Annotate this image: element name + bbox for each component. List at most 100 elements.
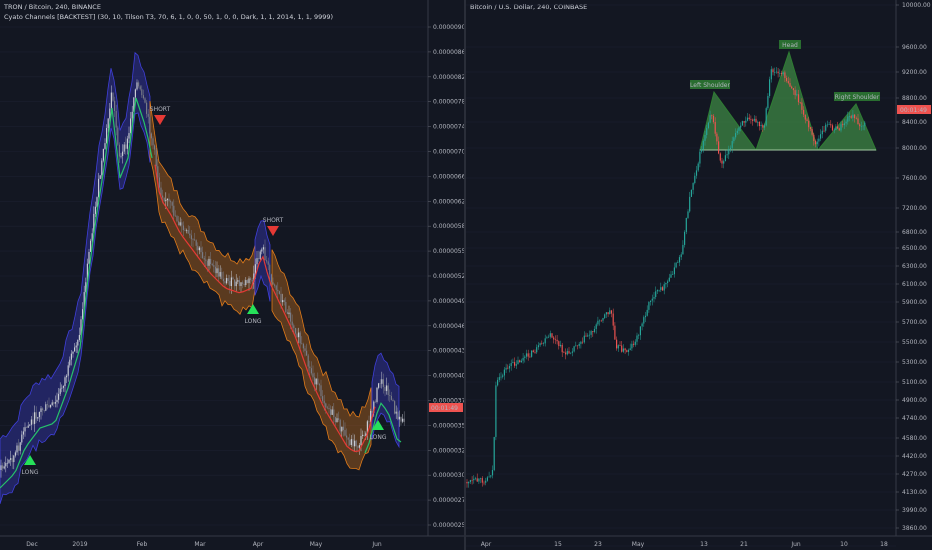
candle-body	[221, 272, 223, 279]
candle-body	[10, 458, 12, 460]
candle-body	[512, 362, 514, 364]
candle-body	[859, 124, 861, 127]
right-shoulder-label-bg	[834, 92, 880, 101]
candle-body	[285, 302, 287, 312]
candle-body	[206, 260, 208, 266]
candle-body	[728, 148, 730, 155]
candle-body	[240, 282, 242, 286]
candle-body	[318, 384, 320, 386]
long-signal-marker[interactable]	[372, 420, 384, 430]
candle-body	[565, 352, 567, 355]
pane-divider[interactable]	[464, 0, 466, 550]
candle-body	[624, 348, 626, 351]
candle-body	[290, 312, 292, 322]
candle-body	[779, 73, 781, 74]
time-axis-label: Jun	[371, 541, 382, 548]
left-shoulder-label: Left Shoulder	[690, 82, 730, 89]
candle-body	[741, 121, 743, 126]
candle-body	[548, 336, 550, 338]
candle-body	[763, 125, 766, 128]
candle-body	[775, 71, 777, 73]
candle-body	[573, 346, 575, 352]
price-axis-label: 4900.00	[902, 397, 927, 404]
right-chart-pane[interactable]: Bitcoin / U.S. Dollar, 240, COINBASE 100…	[466, 0, 932, 550]
right-shoulder-shape[interactable]	[816, 103, 877, 151]
candle-body	[656, 290, 658, 292]
candle-body	[24, 427, 26, 432]
candle-body	[835, 126, 837, 130]
candle-body	[341, 426, 343, 432]
candle-body	[559, 344, 562, 347]
candle-body	[186, 229, 188, 231]
candle-body	[490, 475, 492, 477]
candle-body	[282, 300, 284, 303]
candle-body	[673, 267, 675, 275]
price-axis-label: 7600.00	[902, 175, 927, 182]
candle-body	[352, 439, 354, 447]
left-indicator-title[interactable]: Cyato Channels [BACKTEST] (30, 10, Tilso…	[4, 13, 334, 21]
time-axis-label: Dec	[26, 541, 38, 548]
candle-body	[29, 424, 31, 426]
candle-body	[378, 383, 380, 388]
candle-body	[838, 128, 840, 131]
candle-body	[245, 280, 247, 286]
candle-body	[42, 408, 44, 411]
candle-body	[522, 357, 524, 361]
candle-body	[525, 353, 528, 357]
short-signal-marker[interactable]	[267, 226, 279, 236]
candle-body	[469, 480, 471, 482]
candle-body	[614, 325, 616, 340]
candle-body	[128, 133, 130, 139]
candle-body	[554, 339, 556, 341]
candle-body	[211, 264, 213, 266]
candle-body	[274, 284, 276, 286]
candle-body	[704, 135, 706, 141]
candle-body	[96, 197, 98, 207]
candle-body	[605, 312, 607, 315]
candle-body	[661, 287, 664, 291]
candle-body	[542, 343, 545, 344]
candle-body	[536, 347, 538, 353]
candle-body	[110, 92, 112, 109]
candle-body	[502, 375, 504, 377]
candle-body	[61, 387, 63, 389]
candle-body	[296, 333, 298, 338]
candle-body	[534, 352, 536, 353]
t3-line-red	[154, 164, 376, 453]
candle-body	[286, 311, 288, 315]
long-signal-marker[interactable]	[24, 455, 36, 465]
candle-body	[58, 393, 60, 400]
candle-body	[168, 198, 170, 202]
long-signal-label: LONG	[22, 469, 39, 476]
candle-body	[314, 377, 316, 385]
short-signal-marker[interactable]	[154, 115, 166, 125]
candle-body	[740, 125, 742, 128]
right-price-chart[interactable]: 10000.00 9600.00 9200.00 8800.00 8400.00 8000…	[466, 0, 932, 550]
candle-body	[216, 268, 218, 274]
candle-body	[101, 160, 103, 176]
long-signal-marker[interactable]	[247, 304, 259, 314]
candle-body	[772, 69, 774, 73]
candle-body	[505, 367, 507, 370]
time-axis-label: Apr	[481, 541, 492, 548]
candle-body	[344, 430, 346, 436]
left-chart-pane[interactable]: TRON / Bitcoin, 240, BINANCE Cyato Chann…	[0, 0, 464, 550]
candle-body	[758, 122, 760, 127]
candle-body	[736, 130, 738, 134]
candle-body	[360, 435, 362, 446]
candle-body	[531, 350, 533, 357]
candle-body	[150, 133, 152, 139]
candle-body	[334, 417, 336, 423]
candle-body	[141, 89, 143, 96]
candle-body	[22, 431, 24, 435]
candle-body	[474, 478, 477, 480]
candle-body	[278, 291, 280, 294]
candle-body	[544, 338, 546, 344]
candle-body	[714, 122, 716, 134]
head-shape[interactable]	[755, 50, 819, 151]
